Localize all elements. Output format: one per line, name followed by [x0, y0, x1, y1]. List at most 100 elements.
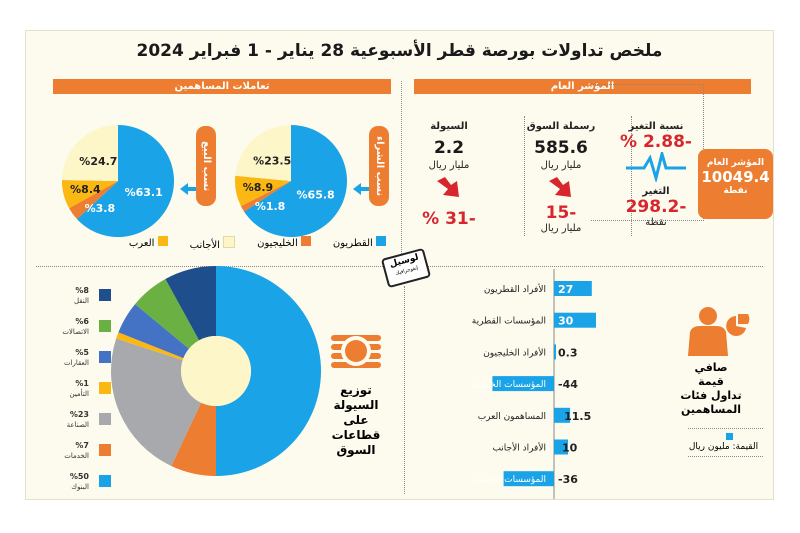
- net-unit-label: القيمة: مليون ريال: [688, 442, 759, 452]
- bar: [554, 281, 592, 296]
- legend-sector: %50 البنوك: [51, 472, 111, 500]
- legend-value: %8: [75, 286, 89, 295]
- slice-3: [235, 125, 291, 181]
- slice-1: [171, 402, 216, 476]
- bar-value: -44: [558, 378, 578, 391]
- down-arrow-icon: [437, 177, 459, 197]
- net-trading-bars: الأفراد القطريون 27 المؤسسات القطرية 30 الأف…: [471, 269, 596, 499]
- divider: [404, 286, 405, 494]
- legend-value: %7: [75, 441, 89, 450]
- slice-0: [244, 125, 348, 237]
- slice-label: %1.8: [255, 200, 286, 213]
- slice-label: %65.8: [297, 188, 335, 201]
- buy-pill: نسب الشراء: [369, 126, 389, 206]
- slice-2: [235, 175, 291, 207]
- index-header: المؤشر العام: [414, 79, 751, 94]
- bar-category: المؤسسات الخليجية: [471, 380, 546, 390]
- sell-pie: %63.1 %3.8 %8.4 %24.7: [62, 125, 174, 237]
- slice-3: [116, 332, 184, 361]
- arrow-icon: [353, 183, 371, 195]
- bar-value: 11.5: [564, 410, 591, 423]
- slice-1: [69, 181, 118, 220]
- slice-label: %3.8: [85, 202, 116, 215]
- market-cap-value: 585.6: [534, 138, 588, 158]
- investor-icon: [688, 307, 750, 356]
- investors-header: تعاملات المساهمين: [53, 79, 391, 94]
- legend-foreign: الأجانب: [190, 236, 236, 251]
- legend-label: التأمين: [69, 390, 89, 398]
- slice-4: [118, 304, 190, 359]
- bar-category: الأفراد القطريون: [484, 283, 546, 295]
- legend-label: النقل: [73, 297, 89, 305]
- legend-value: %6: [75, 317, 89, 326]
- sectors-donut: [111, 266, 321, 476]
- legend-swatch: [99, 320, 111, 332]
- market-cap-column: رسملة السوق 585.6 مليار ريال 15- مليار ر…: [521, 121, 601, 234]
- pulse-icon: [626, 148, 686, 184]
- change-abs-label: التغير: [642, 186, 670, 197]
- net-title: صافي قيمة تداول فئات المساهمين: [680, 361, 742, 416]
- infographic-card: ملخص تداولات بورصة قطر الأسبوعية 28 يناي…: [25, 30, 774, 500]
- legend-swatch: [99, 475, 111, 487]
- down-arrow-icon: [549, 177, 571, 197]
- slice-2: [111, 338, 202, 467]
- divider: [688, 428, 763, 429]
- slice-1: [240, 181, 291, 212]
- sectors-title: توزيع السيولة على قطاعات السوق: [331, 383, 381, 457]
- bar: [503, 471, 554, 487]
- slice-3: [62, 125, 118, 181]
- bar-category: المساهمون العرب: [478, 412, 546, 422]
- legend-value: %23: [69, 410, 89, 419]
- legend-value: %5: [75, 348, 89, 357]
- legend-swatch: [99, 289, 111, 301]
- slice-2: [62, 179, 118, 209]
- bar-value: 0.3: [558, 346, 578, 359]
- slice-label: %63.1: [125, 186, 163, 199]
- liquidity-column: السيولة 2.2 مليار ريال % 31-: [409, 121, 489, 229]
- donut-hole: [181, 336, 251, 406]
- legend-sector: %23 الصناعة: [51, 410, 111, 438]
- change-abs-value: 298.2-: [625, 197, 687, 217]
- liquidity-value: 2.2: [433, 138, 465, 158]
- legend-sector: %6 الاتصالات: [51, 317, 111, 345]
- bar: [492, 376, 554, 392]
- bar: [554, 439, 568, 455]
- slice-label: %23.5: [253, 154, 291, 167]
- bar: [554, 344, 556, 360]
- legend-swatch: [99, 413, 111, 425]
- legend-sector: %5 العقارات: [51, 348, 111, 376]
- legend-label: الاتصالات: [62, 328, 89, 336]
- bar-category: الأفراد الأجانب: [492, 442, 546, 454]
- divider: [688, 456, 763, 457]
- market-cap-change: 15-: [545, 203, 577, 223]
- market-cap-change-unit: مليار ريال: [540, 223, 582, 234]
- liquidity-unit: مليار ريال: [428, 160, 470, 171]
- legend-sector: %7 الخدمات: [51, 441, 111, 469]
- legend-label: الخدمات: [64, 452, 89, 460]
- index-label: المؤشر العام: [706, 158, 765, 168]
- divider: [401, 81, 402, 266]
- divider: [631, 116, 632, 236]
- legend-sector: %1 التأمين: [51, 379, 111, 407]
- arrow-icon: [180, 183, 198, 195]
- unit-swatch: [726, 433, 733, 440]
- legend-label: البنوك: [71, 483, 89, 491]
- bar-value: 27: [558, 283, 573, 296]
- market-cap-unit: مليار ريال: [540, 160, 582, 171]
- index-box: المؤشر العام 10049.4 نقطة: [698, 149, 773, 219]
- bar-value: 30: [558, 315, 574, 328]
- bar-value: 10: [562, 442, 578, 455]
- investor-pies: %65.8 %1.8 %8.9 %23.5 %63.1 %3.8 %8.4 %24.7: [62, 125, 371, 237]
- slice-0: [216, 266, 321, 476]
- page-title: ملخص تداولات بورصة قطر الأسبوعية 28 يناي…: [136, 41, 663, 61]
- bar: [554, 312, 596, 328]
- change-abs-unit: نقطة: [645, 217, 667, 228]
- slice-label: %8.4: [70, 183, 101, 196]
- legend-value: %1: [75, 379, 89, 388]
- legend-swatch: [99, 382, 111, 394]
- bar: [554, 407, 571, 423]
- legend-swatch: [99, 444, 111, 456]
- change-pct-value: % 2.88-: [620, 132, 692, 152]
- index-unit: نقطة: [723, 186, 748, 196]
- bar-category: الأفراد الخليجيون: [483, 346, 546, 358]
